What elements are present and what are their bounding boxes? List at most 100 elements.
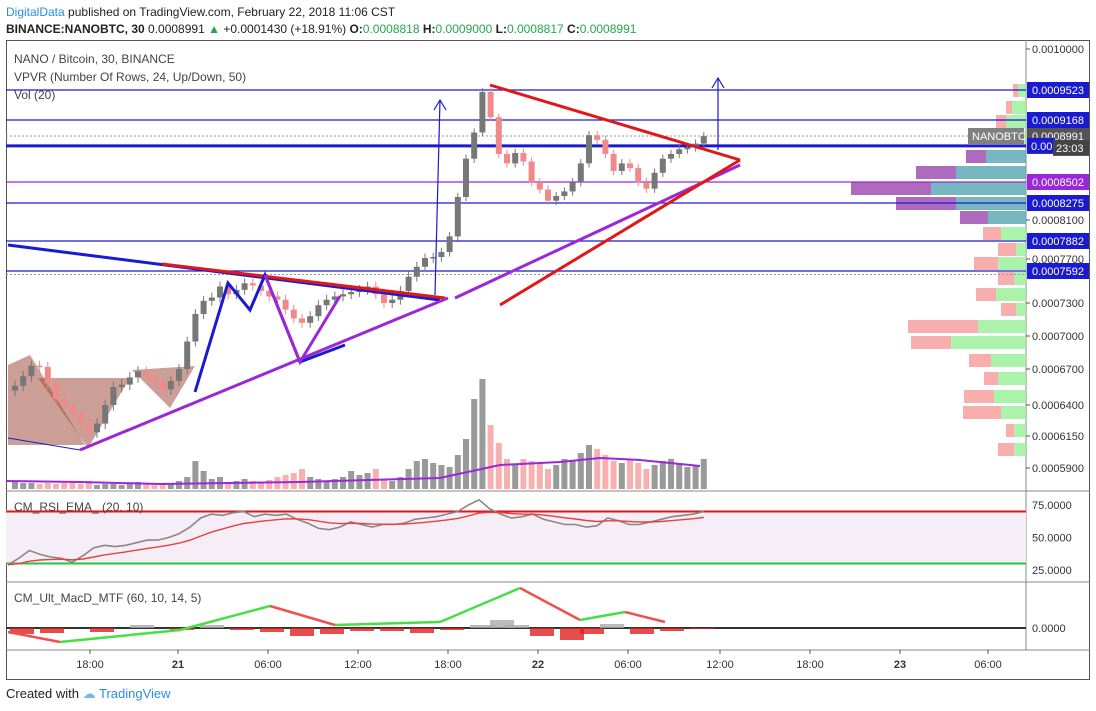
vpvr-down-row [998, 243, 1016, 256]
candle-body [610, 153, 617, 171]
time-axis: 18:00 21 06:00 12:00 18:00 22 06:00 12:00 18:00 2… [76, 650, 1002, 671]
vpvr-up-row [1014, 272, 1026, 285]
volume-bar [143, 483, 150, 489]
open-label: O: [349, 22, 363, 36]
level-price-tag [1027, 174, 1089, 190]
vpvr-up-row [1012, 101, 1026, 114]
volume-bar [20, 483, 27, 489]
candle-body [36, 365, 43, 368]
close-label: C: [567, 22, 580, 36]
candle-body [85, 423, 92, 433]
candle-body [651, 172, 658, 189]
candle-body [61, 399, 68, 405]
arrow-head-icon [433, 98, 447, 111]
volume-ma-line [5, 456, 701, 486]
time-tick-label: 18:00 [76, 659, 104, 671]
close-value: 0.0008991 [579, 22, 637, 36]
candle-body [77, 413, 84, 424]
volume-bar [479, 379, 486, 489]
price-tick-label: 0.0006400 [1032, 400, 1084, 412]
volume-bar [323, 481, 330, 489]
macd-histogram-bar [10, 628, 34, 634]
candle-body [618, 163, 625, 171]
candle-body [282, 299, 289, 310]
volume-bar [61, 483, 68, 489]
macd-pane [6, 586, 1026, 644]
level-price-tag [1027, 263, 1089, 279]
publish-line: DigitalData published on TradingView.com… [6, 5, 395, 19]
volume-bar [602, 455, 609, 489]
volume-bars [5, 379, 707, 489]
macd-signal-line [59, 628, 181, 644]
candle-body [586, 135, 592, 164]
volume-bar [356, 475, 363, 489]
macd-histogram-bar [380, 628, 404, 631]
time-tick-label: 21 [172, 659, 184, 671]
volume-bar [454, 455, 461, 489]
volume-bar [69, 483, 76, 489]
candle-body [315, 305, 322, 317]
price-change: +0.0001430 (+18.91%) [223, 22, 347, 36]
price-tick-label: 0.0006150 [1032, 431, 1084, 443]
volume-bar [684, 467, 691, 489]
macd-signal-line [624, 610, 666, 624]
volume-bar [577, 453, 584, 489]
candle-body [684, 147, 691, 150]
volume-bar [545, 469, 551, 489]
candle-body [389, 299, 396, 303]
volume-bar [110, 484, 117, 489]
blue-level-label: 0.00 [1031, 141, 1052, 153]
vpvr-down-row [1006, 424, 1014, 437]
volume-bar [512, 465, 519, 489]
footer: Created with ☁ TradingView [6, 686, 171, 702]
ohlc-line: BINANCE:NANOBTC, 30 0.0008991 ▲ +0.00014… [6, 22, 636, 36]
volume-bar [643, 469, 650, 489]
price-tick-label: 0.0007300 [1032, 298, 1084, 310]
vpvr-down-row [983, 227, 1001, 240]
flag-wave [263, 274, 342, 366]
vpvr-down-row [998, 272, 1014, 285]
vpvr-down-row [998, 443, 1014, 456]
triangle-top-line [489, 83, 741, 162]
level-price-label: 0.0008502 [1032, 177, 1084, 189]
low-value: 0.0008817 [506, 22, 564, 36]
volume-bar [651, 465, 658, 489]
candle-body [512, 153, 519, 164]
volume-bar [381, 479, 387, 489]
macd-signal-line [7, 630, 61, 644]
high-label: H: [422, 22, 436, 36]
candle-body [536, 182, 543, 190]
time-tick-label: 18:00 [796, 659, 824, 671]
candle-body [487, 91, 494, 118]
time-tick-label: 06:00 [614, 659, 642, 671]
rsi-tick-label: 25.0000 [1032, 565, 1072, 577]
vpvr-up-row [1016, 303, 1026, 316]
candle-body [438, 252, 445, 258]
published-text: published on TradingView.com, February 2… [68, 5, 396, 19]
vpvr-down-row [964, 390, 994, 403]
volume-bar [200, 471, 207, 489]
macd-histogram-bar [600, 624, 624, 628]
macd-histogram-bar [470, 625, 494, 628]
volume-bar [504, 459, 510, 489]
macd-signal-line [179, 604, 271, 632]
publisher-link[interactable]: DigitalData [6, 5, 65, 19]
candle-body [208, 297, 215, 301]
tradingview-link[interactable]: TradingView [99, 686, 171, 701]
candle-body [143, 371, 150, 377]
volume-bar [159, 484, 166, 489]
candle-body [94, 423, 100, 433]
macd-histogram-bar [40, 628, 64, 633]
volume-bar [176, 481, 182, 489]
vpvr-up-row [1014, 443, 1026, 456]
candle-body [69, 405, 76, 414]
vpvr-up-row [1014, 424, 1026, 437]
macd-histogram-bar [290, 628, 314, 636]
vpvr-up-row [956, 166, 1026, 179]
volume-bar [553, 465, 560, 489]
candle-body [348, 292, 355, 295]
volume-bar [233, 481, 240, 489]
vpvr-up-row [991, 354, 1026, 367]
macd-legend: CM_Ult_MacD_MTF (60, 10, 14, 5) [14, 591, 201, 605]
